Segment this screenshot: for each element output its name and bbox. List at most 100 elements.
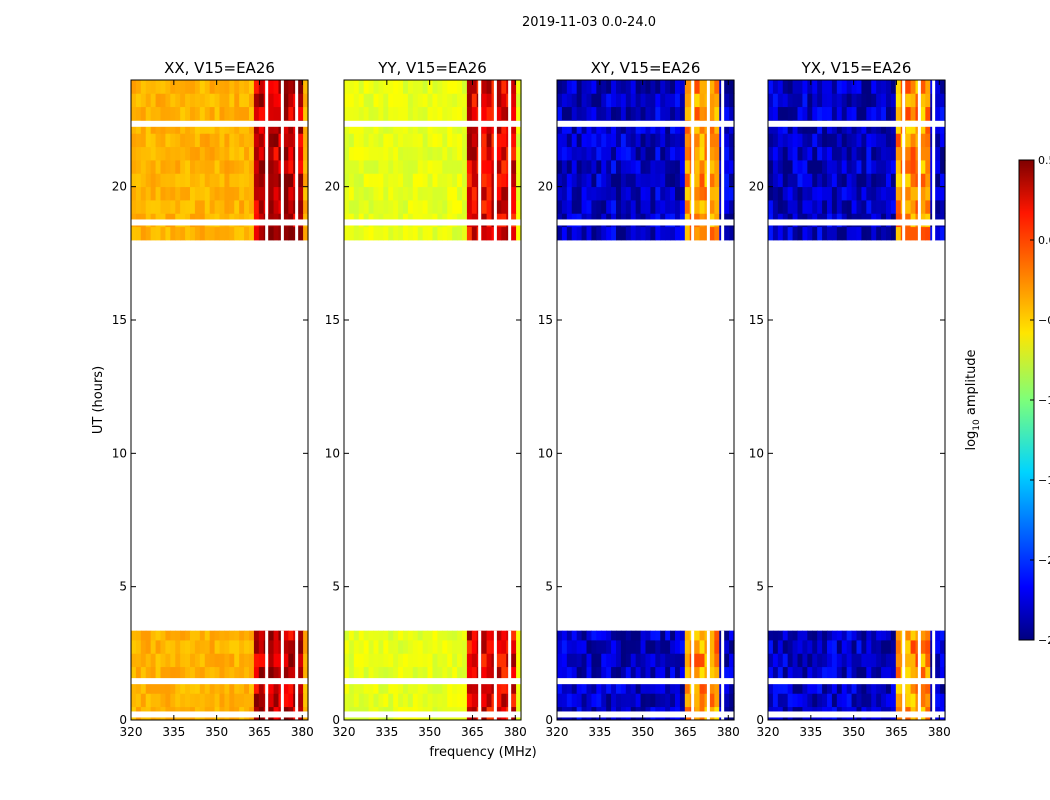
heatmap-cell xyxy=(557,173,563,188)
y-tick-label: 20 xyxy=(749,180,764,194)
heatmap-cell xyxy=(437,226,443,241)
heatmap-cell xyxy=(393,106,399,121)
heatmap-cell xyxy=(920,106,926,121)
heatmap-cell xyxy=(224,146,230,161)
heatmap-cell xyxy=(797,133,804,148)
heatmap-cell xyxy=(496,666,502,681)
heatmap-cell xyxy=(150,680,157,694)
heatmap-cell xyxy=(378,80,384,94)
heatmap-cell xyxy=(640,653,647,668)
heatmap-cell xyxy=(807,653,813,668)
heatmap-cell xyxy=(841,133,848,148)
heatmap-cell xyxy=(679,186,686,201)
heatmap-cell xyxy=(249,640,255,654)
heatmap-cell xyxy=(871,186,877,201)
heatmap-cell xyxy=(447,93,453,108)
heatmap-cell xyxy=(625,226,632,241)
heatmap-cell xyxy=(586,630,593,641)
heatmap-cell xyxy=(684,160,691,174)
heatmap-cell xyxy=(625,160,632,174)
heatmap-cell xyxy=(452,653,458,668)
heatmap-cell xyxy=(422,226,429,241)
heatmap-cell xyxy=(135,640,142,654)
flagged-channel-gap xyxy=(295,80,299,243)
heatmap-cell xyxy=(601,106,607,121)
heatmap-cell xyxy=(452,680,458,694)
x-tick-label: 350 xyxy=(631,725,654,739)
heatmap-cell xyxy=(650,186,656,201)
heatmap-cell xyxy=(155,120,162,134)
heatmap-cell xyxy=(288,106,294,121)
heatmap-cell xyxy=(145,630,152,641)
heatmap-cell xyxy=(841,186,848,201)
heatmap-cell xyxy=(244,173,250,188)
heatmap-cell xyxy=(675,653,681,668)
heatmap-cell xyxy=(831,186,838,201)
heatmap-cell xyxy=(427,630,434,641)
heatmap-cell xyxy=(895,226,902,241)
heatmap-cell xyxy=(822,160,828,174)
heatmap-cell xyxy=(268,653,275,668)
heatmap-cell xyxy=(239,640,245,654)
heatmap-cell xyxy=(660,693,666,708)
heatmap-cell xyxy=(393,640,399,654)
heatmap-cell xyxy=(846,186,853,201)
flagged-time-gap xyxy=(131,120,308,127)
heatmap-cell xyxy=(787,200,794,214)
heatmap-cell xyxy=(204,186,211,201)
heatmap-cell xyxy=(699,693,706,708)
heatmap-cell xyxy=(782,640,789,654)
heatmap-cell xyxy=(140,186,147,201)
heatmap-cell xyxy=(625,630,632,641)
heatmap-cell xyxy=(670,693,676,708)
heatmap-cell xyxy=(160,640,167,654)
heatmap-cell xyxy=(861,133,867,148)
heatmap-cell xyxy=(175,666,181,681)
heatmap-cell xyxy=(427,693,434,708)
heatmap-cell xyxy=(209,630,216,641)
heatmap-cell xyxy=(199,133,206,148)
heatmap-cell xyxy=(348,93,355,108)
heatmap-cell xyxy=(640,146,647,161)
y-tick-label: 15 xyxy=(749,313,764,327)
heatmap-cell xyxy=(214,93,221,108)
heatmap-cell xyxy=(851,106,858,121)
axes-frame xyxy=(343,79,522,721)
heatmap-cell xyxy=(679,200,686,214)
heatmap-cell xyxy=(895,630,902,641)
x-tick-label: 335 xyxy=(375,725,398,739)
heatmap-cell xyxy=(792,120,799,134)
heatmap-cell xyxy=(895,653,902,668)
heatmap-cell xyxy=(576,640,583,654)
x-tick-label: 335 xyxy=(162,725,185,739)
y-axis-label: UT (hours) xyxy=(91,366,106,434)
heatmap-cell xyxy=(665,146,671,161)
heatmap-cell xyxy=(180,120,186,134)
heatmap-cell xyxy=(787,186,794,201)
heatmap-cell xyxy=(471,93,478,108)
heatmap-cell xyxy=(694,680,701,694)
heatmap-cell xyxy=(511,80,517,94)
heatmap-cell xyxy=(802,640,808,654)
heatmap-cell xyxy=(145,640,152,654)
heatmap-cell xyxy=(866,80,872,94)
heatmap-cell xyxy=(566,640,573,654)
heatmap-cell xyxy=(219,146,226,161)
heatmap-cell xyxy=(353,653,360,668)
heatmap-cell xyxy=(155,146,162,161)
heatmap-cell xyxy=(566,120,573,134)
heatmap-cell xyxy=(452,106,458,121)
heatmap-cell xyxy=(496,106,502,121)
flagged-time-gap xyxy=(557,120,734,127)
heatmap-cell xyxy=(630,640,637,654)
heatmap-cell xyxy=(856,630,863,641)
heatmap-cell xyxy=(373,693,380,708)
heatmap-cell xyxy=(557,80,563,94)
heatmap-cell xyxy=(180,200,186,214)
heatmap-cell xyxy=(586,120,593,134)
heatmap-cell xyxy=(890,173,897,188)
heatmap-cell xyxy=(675,226,681,241)
heatmap-cell xyxy=(496,160,502,174)
heatmap-cell xyxy=(768,693,774,708)
heatmap-cell xyxy=(447,630,453,641)
